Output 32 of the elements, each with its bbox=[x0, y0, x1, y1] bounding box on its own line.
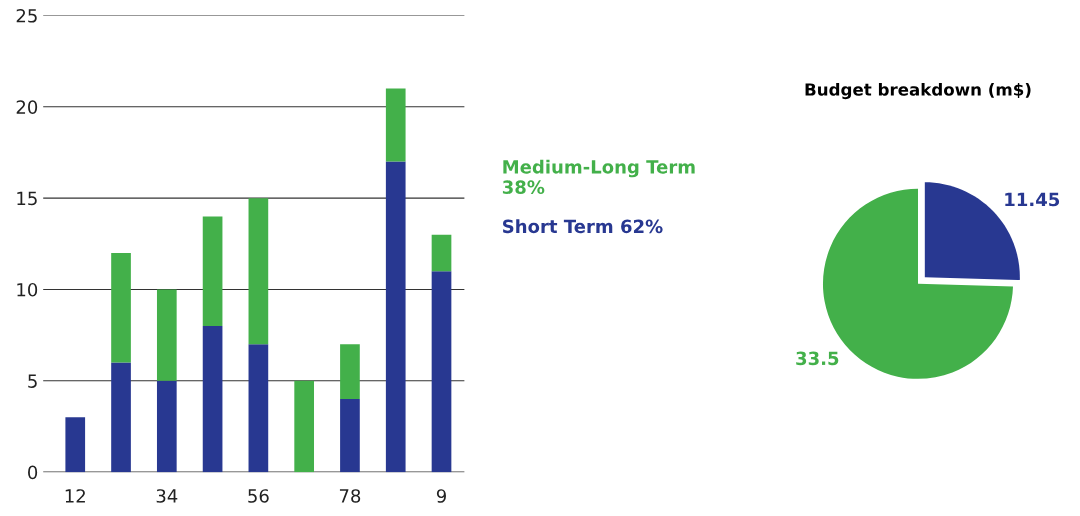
bar bbox=[248, 198, 269, 345]
data-label: 33.5 bbox=[796, 351, 839, 366]
x-tick-label: 56 bbox=[248, 489, 269, 503]
x-tick-label: 34 bbox=[156, 489, 178, 503]
bar bbox=[248, 344, 269, 473]
text: Short Term 62% bbox=[503, 219, 663, 234]
chart-title: Budget breakdown (m$) bbox=[805, 82, 1031, 100]
bar bbox=[340, 399, 360, 473]
bar bbox=[385, 88, 406, 162]
bar bbox=[431, 234, 452, 272]
y-tick-label: 20 bbox=[16, 100, 38, 114]
bar bbox=[65, 417, 86, 473]
text: Medium-Long Term 38% bbox=[502, 159, 695, 194]
x-tick-label: 9 bbox=[436, 489, 446, 503]
bar bbox=[111, 362, 131, 473]
bar bbox=[202, 216, 223, 327]
bar bbox=[111, 252, 131, 363]
x-tick-label: 12 bbox=[65, 489, 85, 503]
y-tick-label: 25 bbox=[16, 8, 37, 23]
bar bbox=[156, 380, 177, 473]
y-tick-label: 5 bbox=[28, 374, 37, 388]
bar bbox=[431, 271, 452, 473]
bar bbox=[340, 344, 360, 400]
bar bbox=[294, 380, 314, 473]
bar bbox=[156, 289, 177, 381]
x-tick-label: 78 bbox=[339, 489, 361, 503]
y-tick-label: 10 bbox=[17, 282, 38, 297]
y-tick-label: 0 bbox=[28, 465, 38, 480]
y-tick-label: 15 bbox=[17, 191, 37, 206]
bar bbox=[202, 326, 223, 473]
bar bbox=[385, 161, 406, 473]
data-label: 11.45 bbox=[1005, 192, 1060, 207]
